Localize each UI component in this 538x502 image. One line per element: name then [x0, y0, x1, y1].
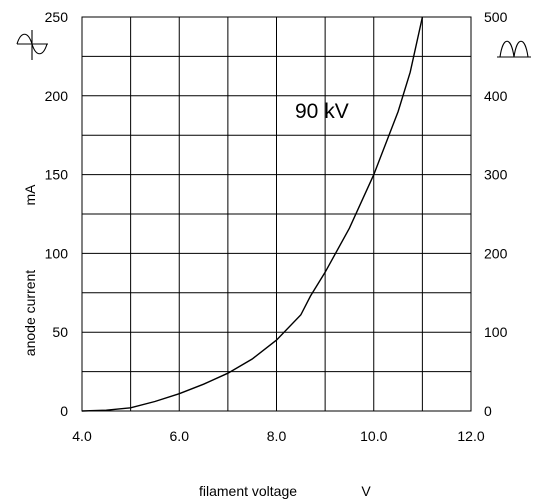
- grid: [82, 17, 471, 411]
- y2-tick-label: 200: [484, 245, 508, 261]
- rectified-wave-icon: [497, 40, 531, 58]
- x-tick-label: 6.0: [170, 428, 190, 444]
- y2-tick-labels: 0 100 200 300 400 500: [484, 9, 508, 419]
- y-axis-unit: mA: [22, 184, 38, 206]
- plot-frame: [81, 16, 472, 412]
- sine-wave-icon: [16, 30, 48, 60]
- y2-tick-label: 0: [484, 403, 492, 419]
- x-axis-title: filament voltage: [199, 483, 297, 499]
- x-tick-label: 4.0: [72, 428, 92, 444]
- y-tick-label: 100: [45, 245, 69, 261]
- y2-tick-label: 500: [484, 9, 508, 25]
- y2-tick-label: 400: [484, 88, 508, 104]
- y-tick-label: 150: [45, 167, 69, 183]
- y-tick-label: 0: [60, 403, 68, 419]
- y2-tick-label: 100: [484, 324, 508, 340]
- x-tick-label: 12.0: [457, 428, 484, 444]
- y-tick-label: 250: [45, 9, 69, 25]
- x-axis-unit: V: [361, 483, 371, 499]
- y-tick-label: 50: [52, 324, 68, 340]
- voltage-annotation: 90 kV: [295, 100, 349, 123]
- series-line: [81, 16, 424, 412]
- x-tick-label: 10.0: [360, 428, 387, 444]
- x-tick-label: 8.0: [267, 428, 287, 444]
- y-axis-title: anode current: [22, 270, 38, 357]
- x-tick-labels: 4.0 6.0 8.0 10.0 12.0: [72, 428, 485, 444]
- y2-tick-label: 300: [484, 167, 508, 183]
- y-tick-labels: 0 50 100 150 200 250: [45, 9, 69, 419]
- y-tick-label: 200: [45, 88, 69, 104]
